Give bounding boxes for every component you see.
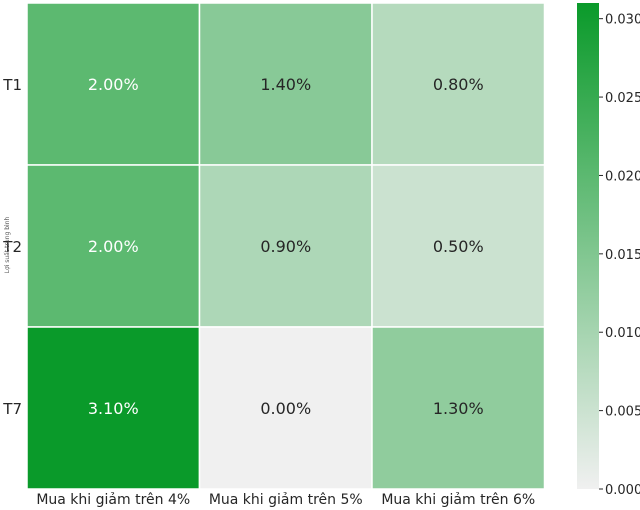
- cell-value-label: 3.10%: [88, 399, 139, 418]
- heatmap-cell: [26, 326, 201, 490]
- colorbar-tick-label: 0.005: [605, 405, 640, 420]
- x-axis-ticks: Mua khi giảm trên 4% Mua khi giảm trên 5%…: [36, 492, 535, 508]
- cell-value-label: 0.00%: [260, 399, 311, 418]
- x-tick-label: Mua khi giảm trên 4%: [36, 492, 190, 508]
- cell-value-label: 2.00%: [88, 75, 139, 94]
- colorbar-tick-label: 0.010: [605, 326, 640, 341]
- cell-labels: 2.00% 1.40% 0.80% 2.00% 0.90% 0.50% 3.10% 0.00%…: [88, 75, 484, 418]
- heatmap-cell: [198, 2, 373, 166]
- heatmap-cell: [26, 164, 201, 328]
- cell-value-label: 1.40%: [260, 75, 311, 94]
- heatmap-cell: [371, 326, 546, 490]
- y-axis-label: Lợi suất trung bình: [4, 216, 11, 273]
- cell-value-label: 2.00%: [88, 237, 139, 256]
- heatmap-cell: [371, 2, 546, 166]
- x-tick-label: Mua khi giảm trên 5%: [209, 492, 363, 508]
- heatmap-cell: [198, 326, 373, 490]
- cell-value-label: 1.30%: [433, 399, 484, 418]
- colorbar-ticks: 0.000 0.005 0.010 0.015 0.020 0.025 0.030: [599, 13, 640, 498]
- heatmap-cell: [198, 164, 373, 328]
- y-tick-label: T7: [2, 400, 22, 418]
- colorbar: [577, 3, 599, 489]
- y-tick-label: T1: [2, 76, 22, 94]
- colorbar-tick-label: 0.020: [605, 169, 640, 184]
- cell-value-label: 0.50%: [433, 237, 484, 256]
- cell-value-label: 0.90%: [260, 237, 311, 256]
- cell-value-label: 0.80%: [433, 75, 484, 94]
- x-tick-label: Mua khi giảm trên 6%: [381, 492, 535, 508]
- heatmap-cells: [26, 2, 546, 490]
- colorbar-tick-label: 0.015: [605, 248, 640, 263]
- heatmap-cell: [371, 164, 546, 328]
- heatmap-cell: [26, 2, 201, 166]
- y-axis-ticks: T1 T2 T7: [2, 76, 22, 418]
- colorbar-tick-label: 0.025: [605, 91, 640, 106]
- y-tick-label: T2: [2, 238, 22, 256]
- colorbar-tick-label: 0.030: [605, 13, 640, 28]
- colorbar-tick-label: 0.000: [605, 483, 640, 498]
